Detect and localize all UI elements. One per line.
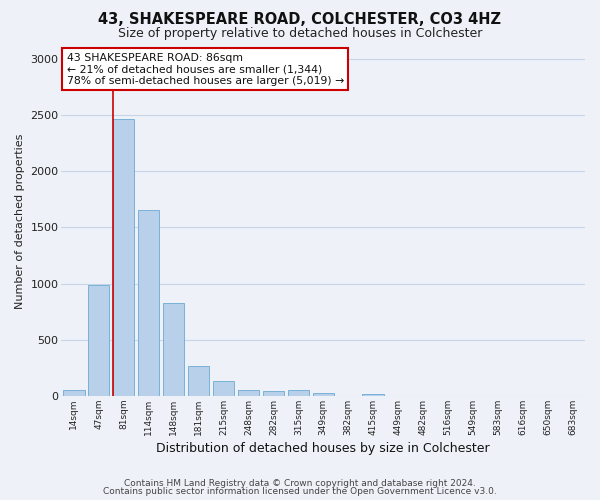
- Bar: [213, 380, 234, 396]
- Text: Contains HM Land Registry data © Crown copyright and database right 2024.: Contains HM Land Registry data © Crown c…: [124, 478, 476, 488]
- Bar: [188, 366, 209, 396]
- Text: 43 SHAKESPEARE ROAD: 86sqm
← 21% of detached houses are smaller (1,344)
78% of s: 43 SHAKESPEARE ROAD: 86sqm ← 21% of deta…: [67, 52, 344, 86]
- Bar: [313, 393, 334, 396]
- Bar: [362, 394, 383, 396]
- Y-axis label: Number of detached properties: Number of detached properties: [15, 134, 25, 310]
- Bar: [138, 210, 160, 396]
- Text: 43, SHAKESPEARE ROAD, COLCHESTER, CO3 4HZ: 43, SHAKESPEARE ROAD, COLCHESTER, CO3 4H…: [98, 12, 502, 28]
- Bar: [163, 302, 184, 396]
- Bar: [288, 390, 309, 396]
- Bar: [113, 120, 134, 396]
- Text: Size of property relative to detached houses in Colchester: Size of property relative to detached ho…: [118, 28, 482, 40]
- Text: Contains public sector information licensed under the Open Government Licence v3: Contains public sector information licen…: [103, 487, 497, 496]
- X-axis label: Distribution of detached houses by size in Colchester: Distribution of detached houses by size …: [157, 442, 490, 455]
- Bar: [88, 284, 109, 396]
- Bar: [263, 391, 284, 396]
- Bar: [238, 390, 259, 396]
- Bar: [64, 390, 85, 396]
